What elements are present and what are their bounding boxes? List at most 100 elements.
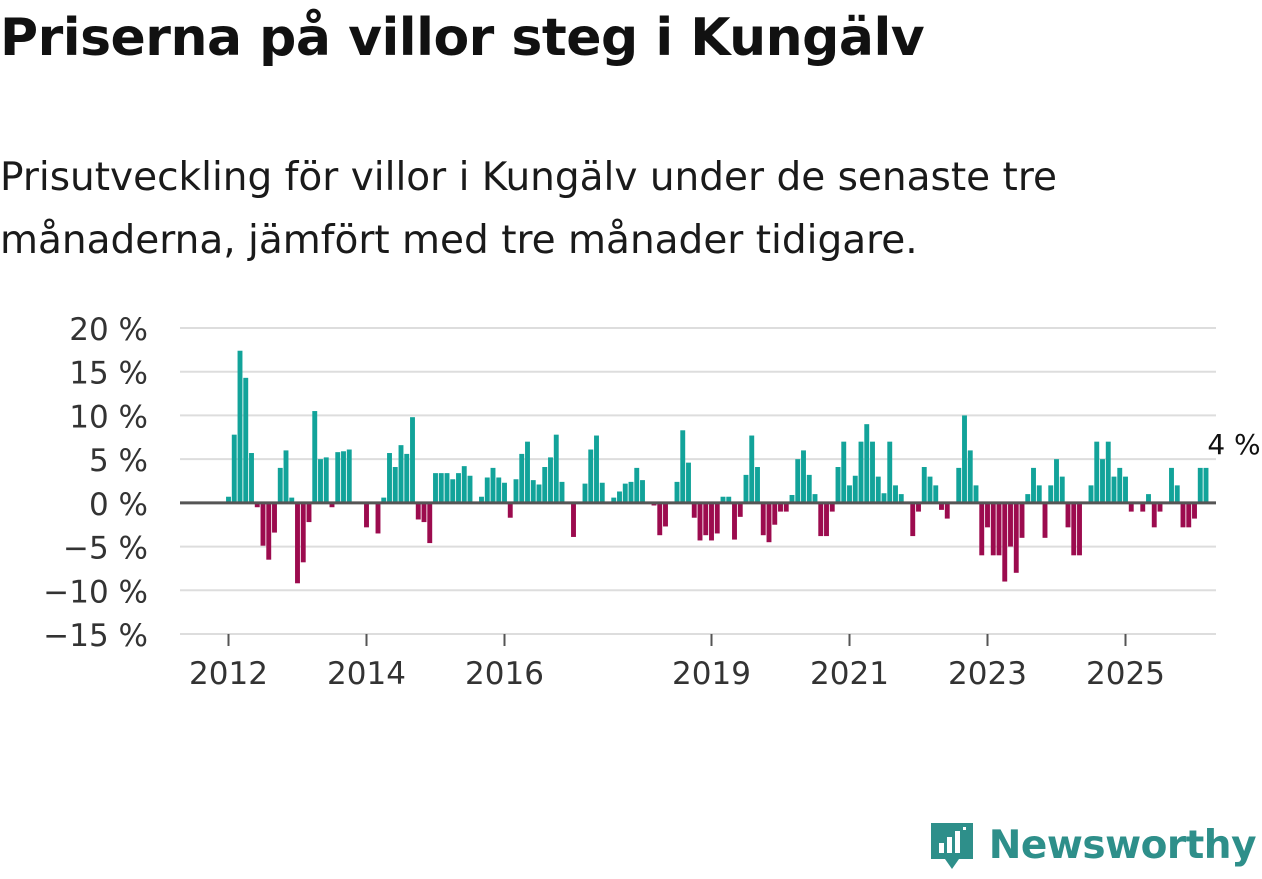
bar bbox=[335, 452, 341, 503]
bar bbox=[875, 476, 881, 503]
bar bbox=[927, 476, 933, 503]
bar bbox=[996, 502, 1002, 556]
bar bbox=[714, 502, 720, 534]
bar bbox=[829, 502, 835, 512]
bar bbox=[1013, 502, 1019, 573]
bar bbox=[933, 485, 939, 503]
bar bbox=[657, 502, 663, 536]
bar bbox=[634, 467, 640, 503]
bar bbox=[674, 481, 680, 503]
bar bbox=[490, 467, 496, 503]
bar bbox=[611, 497, 617, 503]
bar bbox=[266, 502, 272, 560]
x-tick-label: 2025 bbox=[1086, 656, 1165, 692]
bar bbox=[231, 434, 237, 503]
bar bbox=[484, 477, 490, 503]
chart-subtitle: Prisutveckling för villor i Kungälv unde… bbox=[0, 155, 1057, 263]
bar bbox=[887, 441, 893, 503]
bar bbox=[720, 496, 726, 503]
value-annotation: 4 % bbox=[1207, 428, 1260, 461]
brand-name: Newsworthy bbox=[988, 822, 1257, 868]
bar bbox=[691, 502, 697, 518]
bar bbox=[697, 502, 703, 541]
bar bbox=[881, 493, 887, 503]
bar bbox=[1077, 502, 1082, 556]
x-tick-label: 2023 bbox=[948, 656, 1027, 692]
y-tick-label: 10 % bbox=[69, 399, 148, 435]
bar bbox=[392, 467, 398, 503]
bar bbox=[1151, 502, 1157, 528]
bar bbox=[438, 473, 444, 503]
bar bbox=[444, 473, 450, 503]
bar bbox=[226, 496, 231, 503]
y-tick-label: 20 % bbox=[69, 312, 148, 348]
x-tick-label: 2014 bbox=[327, 656, 406, 692]
bar bbox=[1157, 502, 1163, 512]
bar bbox=[1071, 502, 1077, 556]
bar bbox=[1128, 502, 1134, 512]
bar bbox=[1031, 467, 1036, 503]
bar bbox=[323, 457, 329, 503]
bar bbox=[513, 479, 519, 503]
y-tick-label: 5 % bbox=[89, 443, 148, 479]
bar bbox=[1197, 467, 1203, 503]
bar bbox=[559, 481, 565, 503]
bar bbox=[450, 479, 456, 503]
bar bbox=[456, 473, 461, 503]
bar bbox=[398, 445, 404, 503]
bar bbox=[967, 450, 973, 503]
bar bbox=[835, 467, 841, 503]
bar bbox=[944, 502, 950, 519]
bar bbox=[732, 502, 737, 540]
bar bbox=[1059, 476, 1065, 503]
bar bbox=[663, 502, 668, 527]
bar bbox=[617, 491, 622, 503]
bar bbox=[289, 497, 295, 503]
bar bbox=[956, 467, 962, 503]
bar bbox=[1048, 485, 1054, 503]
bar bbox=[1094, 441, 1100, 503]
bar bbox=[306, 502, 312, 523]
bar bbox=[1169, 467, 1174, 503]
y-tick-label: −15 % bbox=[43, 618, 148, 654]
bar bbox=[1054, 459, 1059, 503]
bar bbox=[939, 502, 944, 510]
y-tick-label: −5 % bbox=[63, 531, 148, 567]
bar bbox=[536, 484, 542, 503]
bar bbox=[542, 467, 548, 503]
bar bbox=[772, 502, 778, 525]
bar bbox=[1100, 459, 1105, 503]
bar bbox=[1123, 476, 1128, 503]
bar bbox=[1186, 502, 1192, 528]
bar bbox=[973, 485, 979, 503]
bar bbox=[680, 430, 686, 503]
bar bbox=[985, 502, 990, 528]
bar bbox=[530, 480, 536, 503]
bar bbox=[599, 482, 605, 503]
bar bbox=[346, 449, 352, 503]
bar bbox=[387, 453, 392, 503]
bar bbox=[433, 473, 438, 503]
x-tick-label: 2012 bbox=[189, 656, 268, 692]
bar bbox=[801, 450, 806, 503]
bar bbox=[686, 462, 691, 503]
bar bbox=[962, 415, 967, 503]
bar bbox=[870, 441, 875, 503]
bar bbox=[375, 502, 381, 534]
bar bbox=[249, 453, 254, 503]
bar bbox=[594, 435, 599, 503]
bars bbox=[226, 350, 1209, 584]
bar bbox=[502, 482, 507, 503]
bar bbox=[1025, 494, 1031, 503]
bar-chart: 20 % 15 % 10 % 5 % 0 % −5 % −10 % −15 % 2012 2014… bbox=[43, 312, 1260, 692]
bar bbox=[778, 502, 783, 512]
bar bbox=[243, 377, 249, 503]
bar bbox=[893, 485, 898, 503]
bar bbox=[1019, 502, 1025, 538]
bar bbox=[806, 474, 812, 503]
bar bbox=[841, 441, 847, 503]
y-tick-label: −10 % bbox=[43, 574, 148, 610]
bar bbox=[1140, 502, 1146, 512]
bar bbox=[824, 502, 829, 537]
bar bbox=[582, 483, 588, 503]
